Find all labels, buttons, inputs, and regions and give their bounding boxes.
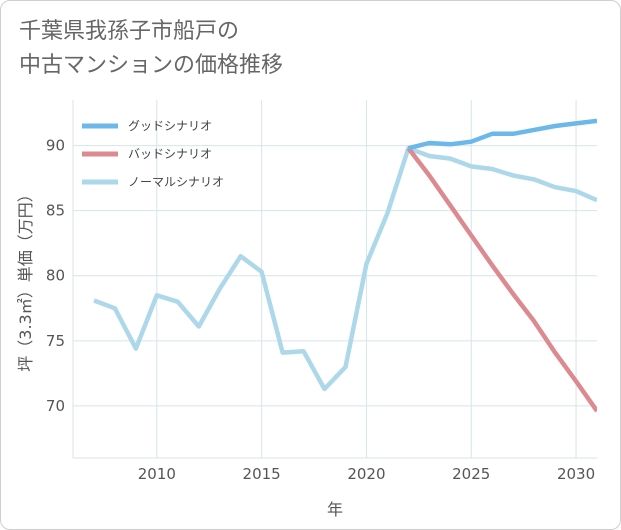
y-axis-label: 坪（3.3㎡）単価（万円） [16, 186, 35, 371]
y-tick-label-70: 70 [46, 397, 65, 415]
axes [72, 100, 597, 459]
tick-labels: 2010 2015 2020 2025 2030 70 75 80 85 90 [46, 137, 595, 483]
grid-lines [73, 100, 597, 458]
legend-label-1: バッドシナリオ [128, 147, 212, 161]
y-tick-label-80: 80 [46, 267, 65, 285]
series-line-0 [407, 118, 597, 151]
series-line-1 [406, 146, 597, 413]
y-tick-label-85: 85 [46, 202, 65, 220]
series-lines [93, 118, 597, 413]
legend-label-2: ノーマルシナリオ [128, 175, 224, 189]
chart-title: 千葉県我孫子市船戸の 中古マンションの価格推移 [19, 15, 283, 83]
x-tick-label-2010: 2010 [138, 465, 176, 483]
y-tick-label-75: 75 [46, 332, 65, 350]
x-tick-label-2020: 2020 [347, 465, 385, 483]
x-tick-label-2030: 2030 [557, 465, 595, 483]
x-axis-label: 年 [327, 500, 343, 519]
series-line-2 [93, 145, 597, 392]
chart-title-line-1: 千葉県我孫子市船戸の [19, 19, 240, 44]
chart-title-line-2: 中古マンションの価格推移 [19, 53, 284, 78]
x-tick-label-2025: 2025 [452, 465, 490, 483]
y-tick-label-90: 90 [46, 137, 65, 155]
x-tick-label-2015: 2015 [243, 465, 281, 483]
legend-label-0: グッドシナリオ [128, 119, 212, 133]
